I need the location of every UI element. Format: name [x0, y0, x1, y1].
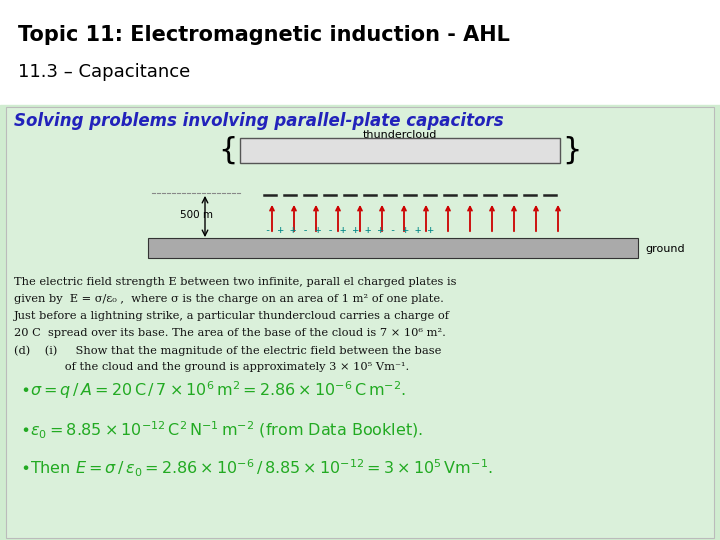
Text: - + + - + - + + + + - + + +: - + + - + - + + + + - + + +	[265, 225, 433, 235]
Text: 500 m: 500 m	[180, 210, 213, 220]
Bar	[6, 107, 714, 538]
Text: of the cloud and the ground is approximately 3 × 10⁵ Vm⁻¹.: of the cloud and the ground is approxima…	[14, 362, 409, 372]
Text: {: {	[218, 136, 238, 165]
Text: Solving problems involving parallel-plate capacitors: Solving problems involving parallel-plat…	[14, 112, 503, 130]
Bar	[0, 0, 720, 105]
Bar	[240, 138, 560, 163]
Text: 20 C  spread over its base. The area of the base of the cloud is 7 × 10⁶ m².: 20 C spread over its base. The area of t…	[14, 328, 446, 338]
Bar	[0, 105, 720, 540]
Text: $\bullet\sigma = q\,/\,A = 20\,\mathrm{C}\,/\,7\times10^6\,\mathrm{m}^2 = 2.86\t: $\bullet\sigma = q\,/\,A = 20\,\mathrm{C…	[20, 379, 406, 401]
Text: given by  E = σ/ε₀ ,  where σ is the charge on an area of 1 m² of one plate.: given by E = σ/ε₀ , where σ is the charg…	[14, 294, 444, 304]
Text: The electric field strength E between two infinite, parall el charged plates is: The electric field strength E between tw…	[14, 277, 456, 287]
Text: ground: ground	[645, 244, 685, 254]
Text: (d)    (i)     Show that the magnitude of the electric field between the base: (d) (i) Show that the magnitude of the e…	[14, 345, 441, 355]
Text: Just before a lightning strike, a particular thundercloud carries a charge of: Just before a lightning strike, a partic…	[14, 311, 450, 321]
Text: }: }	[562, 136, 582, 165]
Text: 11.3 – Capacitance: 11.3 – Capacitance	[18, 63, 190, 81]
Text: thundercloud: thundercloud	[363, 130, 437, 140]
Text: $\bullet$Then $E = \sigma\,/\,\varepsilon_0 = 2.86\times10^{-6}\,/\,8.85\times10: $\bullet$Then $E = \sigma\,/\,\varepsilo…	[20, 457, 493, 478]
Bar	[148, 238, 638, 258]
Text: $\bullet\varepsilon_0 = 8.85\times10^{-12}\,\mathrm{C}^2\,\mathrm{N}^{-1}\,\math: $\bullet\varepsilon_0 = 8.85\times10^{-1…	[20, 420, 423, 441]
Text: Topic 11: Electromagnetic induction - AHL: Topic 11: Electromagnetic induction - AH…	[18, 25, 510, 45]
